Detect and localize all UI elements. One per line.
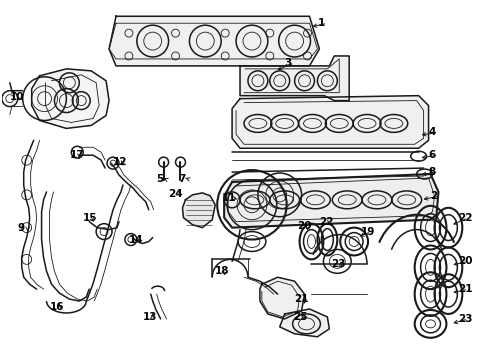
Text: 23: 23 <box>331 259 345 269</box>
Text: 8: 8 <box>427 167 435 177</box>
Polygon shape <box>109 16 319 66</box>
Text: 23: 23 <box>457 314 472 324</box>
Text: 21: 21 <box>294 294 308 304</box>
Text: 7: 7 <box>178 174 185 184</box>
Text: 17: 17 <box>69 150 84 160</box>
Polygon shape <box>240 56 348 100</box>
Text: 16: 16 <box>49 302 64 312</box>
Text: 21: 21 <box>457 284 472 294</box>
Text: 13: 13 <box>142 312 157 322</box>
Text: 20: 20 <box>457 256 472 266</box>
Polygon shape <box>279 309 328 337</box>
Text: 6: 6 <box>427 150 435 160</box>
Polygon shape <box>232 96 427 148</box>
Text: 20: 20 <box>297 221 311 231</box>
Text: 19: 19 <box>360 226 375 237</box>
Text: 15: 15 <box>83 213 98 223</box>
Text: 3: 3 <box>284 58 291 68</box>
Polygon shape <box>32 69 109 129</box>
Text: 2: 2 <box>429 191 437 201</box>
Text: 22: 22 <box>457 213 472 223</box>
Text: 10: 10 <box>10 92 24 102</box>
Text: 25: 25 <box>293 312 307 322</box>
Text: 12: 12 <box>113 157 127 167</box>
Text: 14: 14 <box>129 234 143 244</box>
Text: 5: 5 <box>155 174 163 184</box>
Text: 22: 22 <box>319 217 333 227</box>
Polygon shape <box>259 277 304 319</box>
Text: 9: 9 <box>18 222 25 233</box>
Text: 24: 24 <box>168 189 183 199</box>
Text: 11: 11 <box>222 193 236 203</box>
Text: 18: 18 <box>215 266 229 276</box>
Polygon shape <box>224 174 438 228</box>
Text: 4: 4 <box>427 127 435 138</box>
Polygon shape <box>182 193 215 228</box>
Text: 1: 1 <box>317 18 324 28</box>
